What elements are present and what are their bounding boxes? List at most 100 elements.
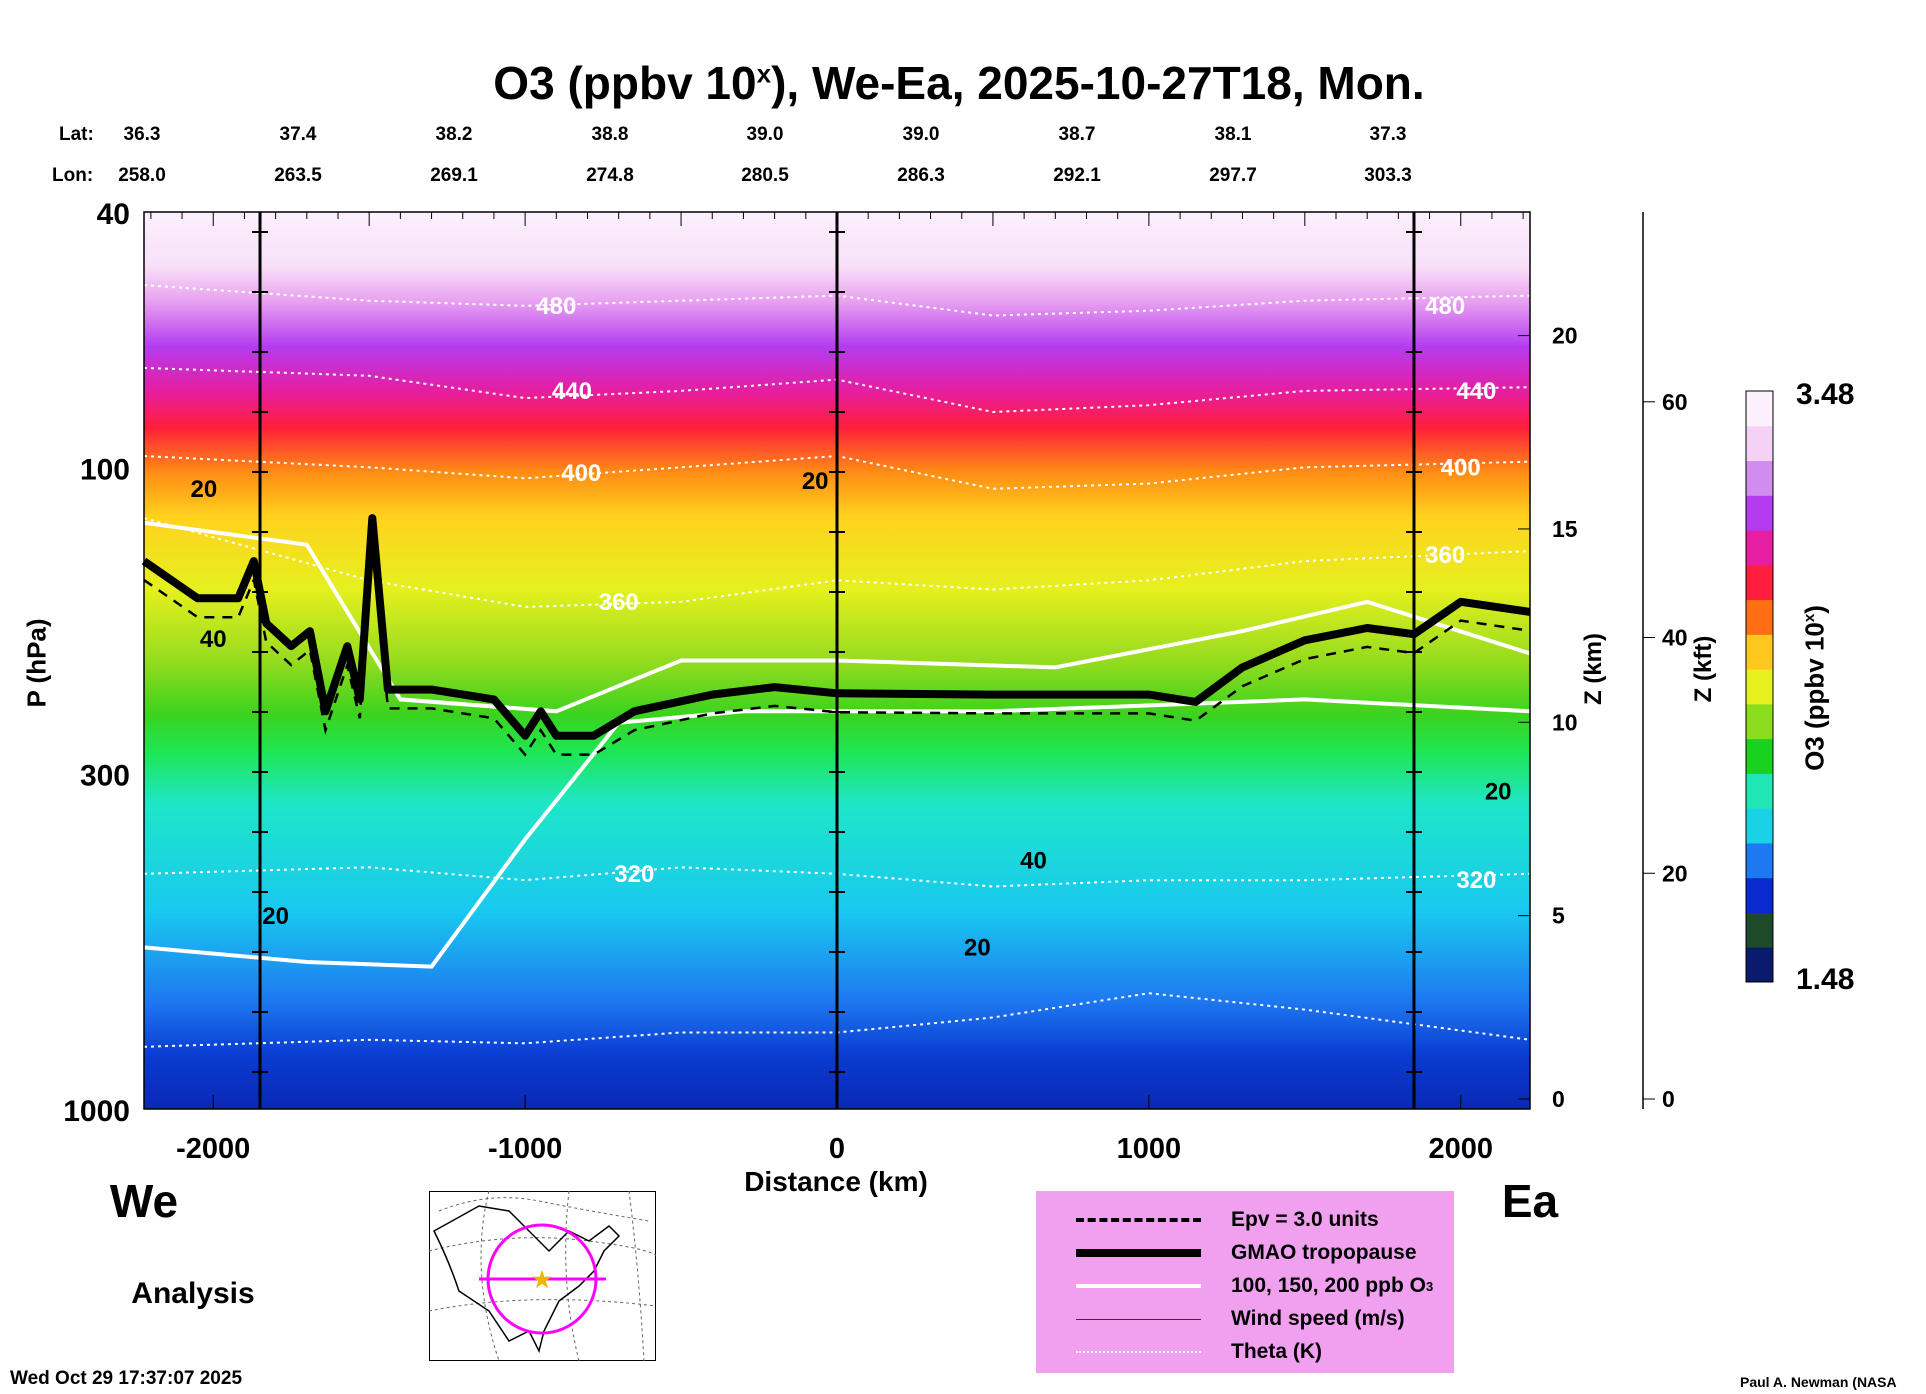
colorbar-label: O3 (ppbv 10x)	[1799, 605, 1830, 771]
colorbar-frame	[1745, 390, 1774, 983]
timestamp: Wed Oct 29 17:37:07 2025	[10, 1368, 243, 1389]
legend-label: Wind speed (m/s)	[1231, 1307, 1405, 1330]
legend-item: GMAO tropopause	[1076, 1238, 1417, 1268]
lat-value: 37.3	[1369, 124, 1407, 145]
legend-swatch	[1076, 1284, 1201, 1288]
z-km-tick-label: 15	[1552, 516, 1578, 542]
colorbar-swatch	[1746, 738, 1773, 774]
legend-label: Theta (K)	[1231, 1340, 1322, 1363]
colorbar-swatch	[1746, 634, 1773, 670]
contour-label: 40	[1020, 848, 1047, 875]
contour-label: 20	[191, 476, 218, 503]
legend-swatch	[1076, 1249, 1201, 1257]
z-kft-tick-label: 20	[1662, 860, 1688, 886]
legend: Epv = 3.0 units GMAO tropopause 100, 150, …	[1036, 1191, 1454, 1373]
z-km-tick-label: 0	[1552, 1086, 1565, 1112]
lon-value: 292.1	[1053, 165, 1101, 186]
legend-swatch	[1076, 1351, 1201, 1353]
contour-label: 20	[802, 468, 829, 495]
contour-label: 440	[552, 378, 592, 405]
colorbar-swatch	[1746, 425, 1773, 462]
colorbar-swatch	[1746, 912, 1773, 948]
contour-label: 440	[1456, 378, 1496, 405]
east-label: Ea	[1501, 1175, 1559, 1227]
lon-value: 269.1	[430, 165, 478, 186]
lat-value: 36.3	[123, 124, 161, 145]
z-km-tick-label: 20	[1552, 323, 1578, 349]
contour-label: 20	[1485, 778, 1512, 805]
author-credit: Paul A. Newman (NASA	[1740, 1374, 1897, 1390]
theta-line	[143, 517, 1531, 608]
colorbar-swatch	[1746, 460, 1773, 496]
z-kft-tick-label: 60	[1662, 389, 1688, 415]
colorbar-swatch	[1746, 877, 1773, 913]
colorbar-swatch	[1746, 495, 1773, 531]
x-tick-label: -2000	[176, 1133, 250, 1165]
legend-subscript: 3	[1425, 1278, 1434, 1294]
ozone-contour-line	[143, 520, 1531, 714]
lat-value: 38.1	[1214, 124, 1252, 145]
lon-value: 263.5	[274, 165, 322, 186]
contour-label: 20	[262, 903, 289, 930]
lat-value: 38.8	[591, 124, 629, 145]
lon-label: Lon:	[52, 165, 94, 186]
legend-item: Theta (K)	[1076, 1337, 1322, 1367]
x-tick-label: -1000	[488, 1133, 562, 1165]
lon-value: 274.8	[586, 165, 634, 186]
ozone-contour-line	[143, 697, 1531, 969]
lat-value: 39.0	[746, 124, 784, 145]
epv-line	[143, 536, 1531, 757]
contour-label: 400	[561, 460, 601, 487]
colorbar-swatch	[1746, 773, 1773, 809]
lat-value: 37.4	[279, 124, 317, 145]
y-tick-label: 100	[80, 453, 130, 486]
legend-label: GMAO tropopause	[1231, 1241, 1417, 1264]
colorbar-swatch	[1746, 842, 1773, 879]
z-km-label: Z (km)	[1580, 633, 1607, 705]
lon-value: 303.3	[1364, 165, 1412, 186]
colorbar-swatch	[1746, 530, 1773, 566]
lon-value: 286.3	[897, 165, 945, 186]
lon-value: 297.7	[1209, 165, 1257, 186]
x-tick-label: 2000	[1429, 1133, 1494, 1165]
lat-value: 38.2	[435, 124, 473, 145]
star-icon: ★	[532, 1267, 552, 1292]
colorbar-swatch	[1746, 599, 1773, 635]
contour-label: 320	[614, 861, 654, 888]
x-tick-label: 1000	[1117, 1133, 1182, 1165]
y-axis-label: P (hPa)	[21, 618, 52, 708]
y-tick-label: 1000	[63, 1095, 130, 1128]
tropopause-line	[141, 514, 1531, 740]
contour-label: 40	[200, 626, 227, 653]
legend-item: Wind speed (m/s)	[1076, 1304, 1405, 1334]
chart-title: O3 (ppbv 10x), We-Ea, 2025-10-27T18, Mon…	[493, 57, 1425, 109]
lat-value: 38.7	[1058, 124, 1096, 145]
y-tick-label: 300	[80, 759, 130, 792]
contour-label: 400	[1441, 454, 1481, 481]
contour-label: 20	[964, 934, 991, 961]
legend-label: 100, 150, 200 ppb O	[1231, 1274, 1426, 1297]
colorbar-swatch	[1746, 808, 1773, 844]
legend-label: Epv = 3.0 units	[1231, 1208, 1379, 1231]
legend-swatch	[1076, 1218, 1201, 1222]
z-kft-tick-label: 0	[1662, 1086, 1675, 1112]
colorbar-max: 3.48	[1796, 378, 1855, 411]
legend-item: Epv = 3.0 units	[1076, 1205, 1379, 1235]
contour-label: 360	[599, 589, 639, 616]
contour-label: 360	[1425, 542, 1465, 569]
x-axis-label: Distance (km)	[744, 1166, 928, 1197]
colorbar-swatch	[1746, 564, 1773, 601]
y-tick-label: 40	[97, 198, 130, 231]
contour-label: 480	[536, 293, 576, 320]
colorbar-swatch	[1746, 947, 1773, 983]
colorbar-swatch	[1746, 703, 1773, 740]
colorbar-swatch	[1746, 391, 1773, 427]
z-kft-tick-label: 40	[1662, 625, 1688, 651]
location-map-inset: ★	[429, 1191, 656, 1361]
x-tick-label: 0	[829, 1133, 845, 1165]
lat-value: 39.0	[902, 124, 940, 145]
z-km-tick-label: 5	[1552, 903, 1565, 929]
colorbar-min: 1.48	[1796, 963, 1855, 996]
